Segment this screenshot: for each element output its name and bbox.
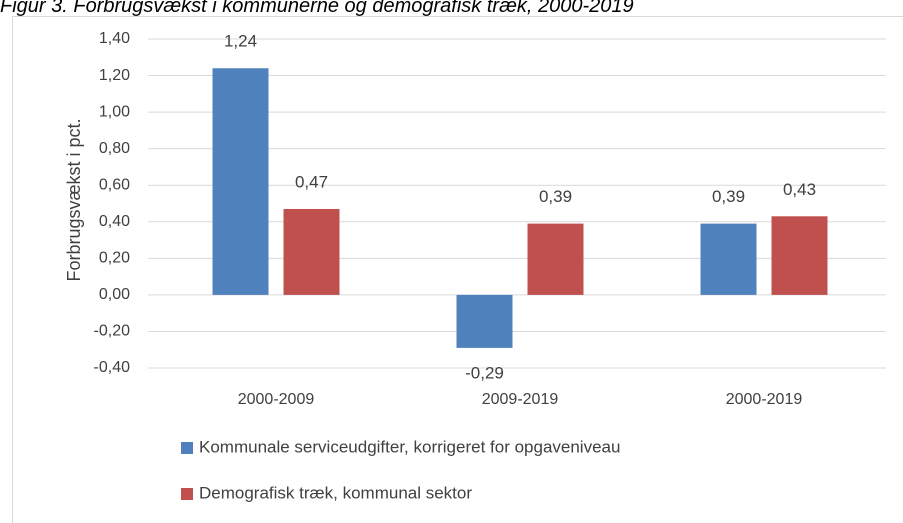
data-label: 1,24: [224, 32, 257, 51]
data-label: 0,47: [295, 172, 328, 191]
legend-swatch: [181, 442, 193, 454]
y-tick-label: 0,00: [99, 286, 130, 303]
bar: [700, 223, 757, 295]
legend-swatch: [181, 488, 193, 500]
y-tick-label: 1,00: [99, 103, 130, 120]
bar: [527, 223, 584, 295]
x-tick-label: 2000-2019: [726, 391, 803, 408]
legend-label: Demografisk træk, kommunal sektor: [199, 483, 472, 502]
y-tick-label: -0,40: [94, 359, 131, 376]
data-label: 0,39: [712, 187, 745, 206]
chart-title: Figur 3. Forbrugsvækst i kommunerne og d…: [0, 0, 634, 17]
data-label: 0,43: [783, 180, 816, 199]
x-tick-label: 2009-2019: [482, 391, 559, 408]
y-tick-label: 0,60: [99, 176, 130, 193]
x-tick-label: 2000-2009: [238, 391, 315, 408]
data-label: 0,39: [539, 187, 572, 206]
data-label: -0,29: [465, 363, 504, 382]
y-tick-label: 0,80: [99, 140, 130, 157]
legend-label: Kommunale serviceudgifter, korrigeret fo…: [199, 437, 620, 456]
chart-border: [12, 16, 903, 523]
y-tick-label: 0,40: [99, 213, 130, 230]
bar: [283, 208, 340, 295]
bar: [212, 68, 269, 295]
y-axis-title: Forbrugsvækst i pct.: [64, 118, 84, 281]
y-tick-label: 1,40: [99, 30, 130, 47]
y-tick-label: 1,20: [99, 67, 130, 84]
y-tick-label: -0,20: [94, 323, 131, 340]
bar: [456, 294, 513, 348]
bar: [771, 216, 828, 295]
y-tick-label: 0,20: [99, 250, 130, 267]
